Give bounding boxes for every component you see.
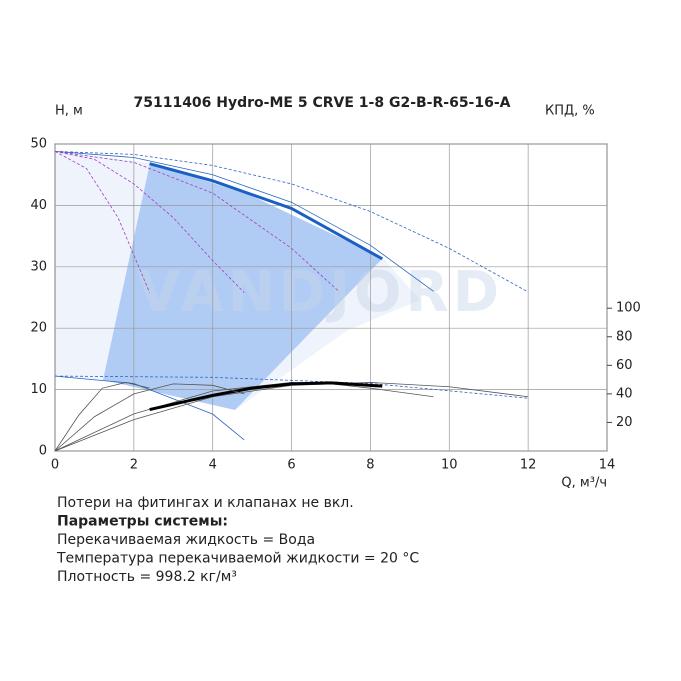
curve	[54, 150, 245, 293]
curve	[149, 381, 383, 412]
x-tick-label: 8	[366, 458, 374, 473]
note: Перекачиваемая жидкость = Вода	[57, 532, 315, 548]
watermark: VANDJORD	[137, 260, 503, 325]
curve	[54, 150, 434, 292]
operating-area	[103, 163, 383, 410]
chart-title: 75111406 Hydro-ME 5 CRVE 1-8 G2-B-R-65-1…	[133, 95, 510, 111]
y-tick-label: 20	[30, 321, 47, 336]
note: Плотность = 998.2 кг/м³	[57, 569, 237, 585]
curve	[54, 375, 529, 399]
x-tick-label: 2	[130, 458, 138, 473]
y-tick-label: 40	[30, 198, 47, 213]
x-tick-label: 14	[599, 458, 616, 473]
y-axis-label: H, м	[55, 104, 83, 119]
curve	[54, 150, 340, 292]
y2-axis-label: КПД, %	[545, 104, 595, 119]
y2-tick-label: 60	[616, 358, 633, 373]
curve	[54, 150, 529, 293]
y2-tick-label: 100	[616, 301, 641, 316]
y-tick-label: 50	[30, 137, 47, 152]
x-tick-label: 4	[209, 458, 217, 473]
range-area	[235, 258, 420, 410]
note: Параметры системы:	[57, 514, 228, 530]
y2-tick-label: 80	[616, 329, 633, 344]
range-area	[55, 151, 150, 380]
curve	[54, 383, 245, 452]
note: Температура перекачиваемой жидкости = 20…	[56, 551, 419, 567]
y2-tick-label: 20	[616, 415, 633, 430]
curve	[54, 382, 150, 452]
curve	[54, 151, 150, 293]
y-tick-label: 30	[30, 259, 47, 274]
y-tick-label: 0	[39, 444, 47, 459]
curve	[54, 375, 245, 441]
y-tick-label: 10	[30, 382, 47, 397]
note: Потери на фитингах и клапанах не вкл.	[57, 495, 354, 511]
x-axis-label: Q, м³/ч	[561, 476, 607, 491]
x-tick-label: 6	[287, 458, 295, 473]
x-tick-label: 0	[51, 458, 59, 473]
curve	[149, 162, 383, 261]
x-tick-label: 10	[441, 458, 458, 473]
x-tick-label: 12	[520, 458, 537, 473]
y2-tick-label: 40	[616, 386, 633, 401]
